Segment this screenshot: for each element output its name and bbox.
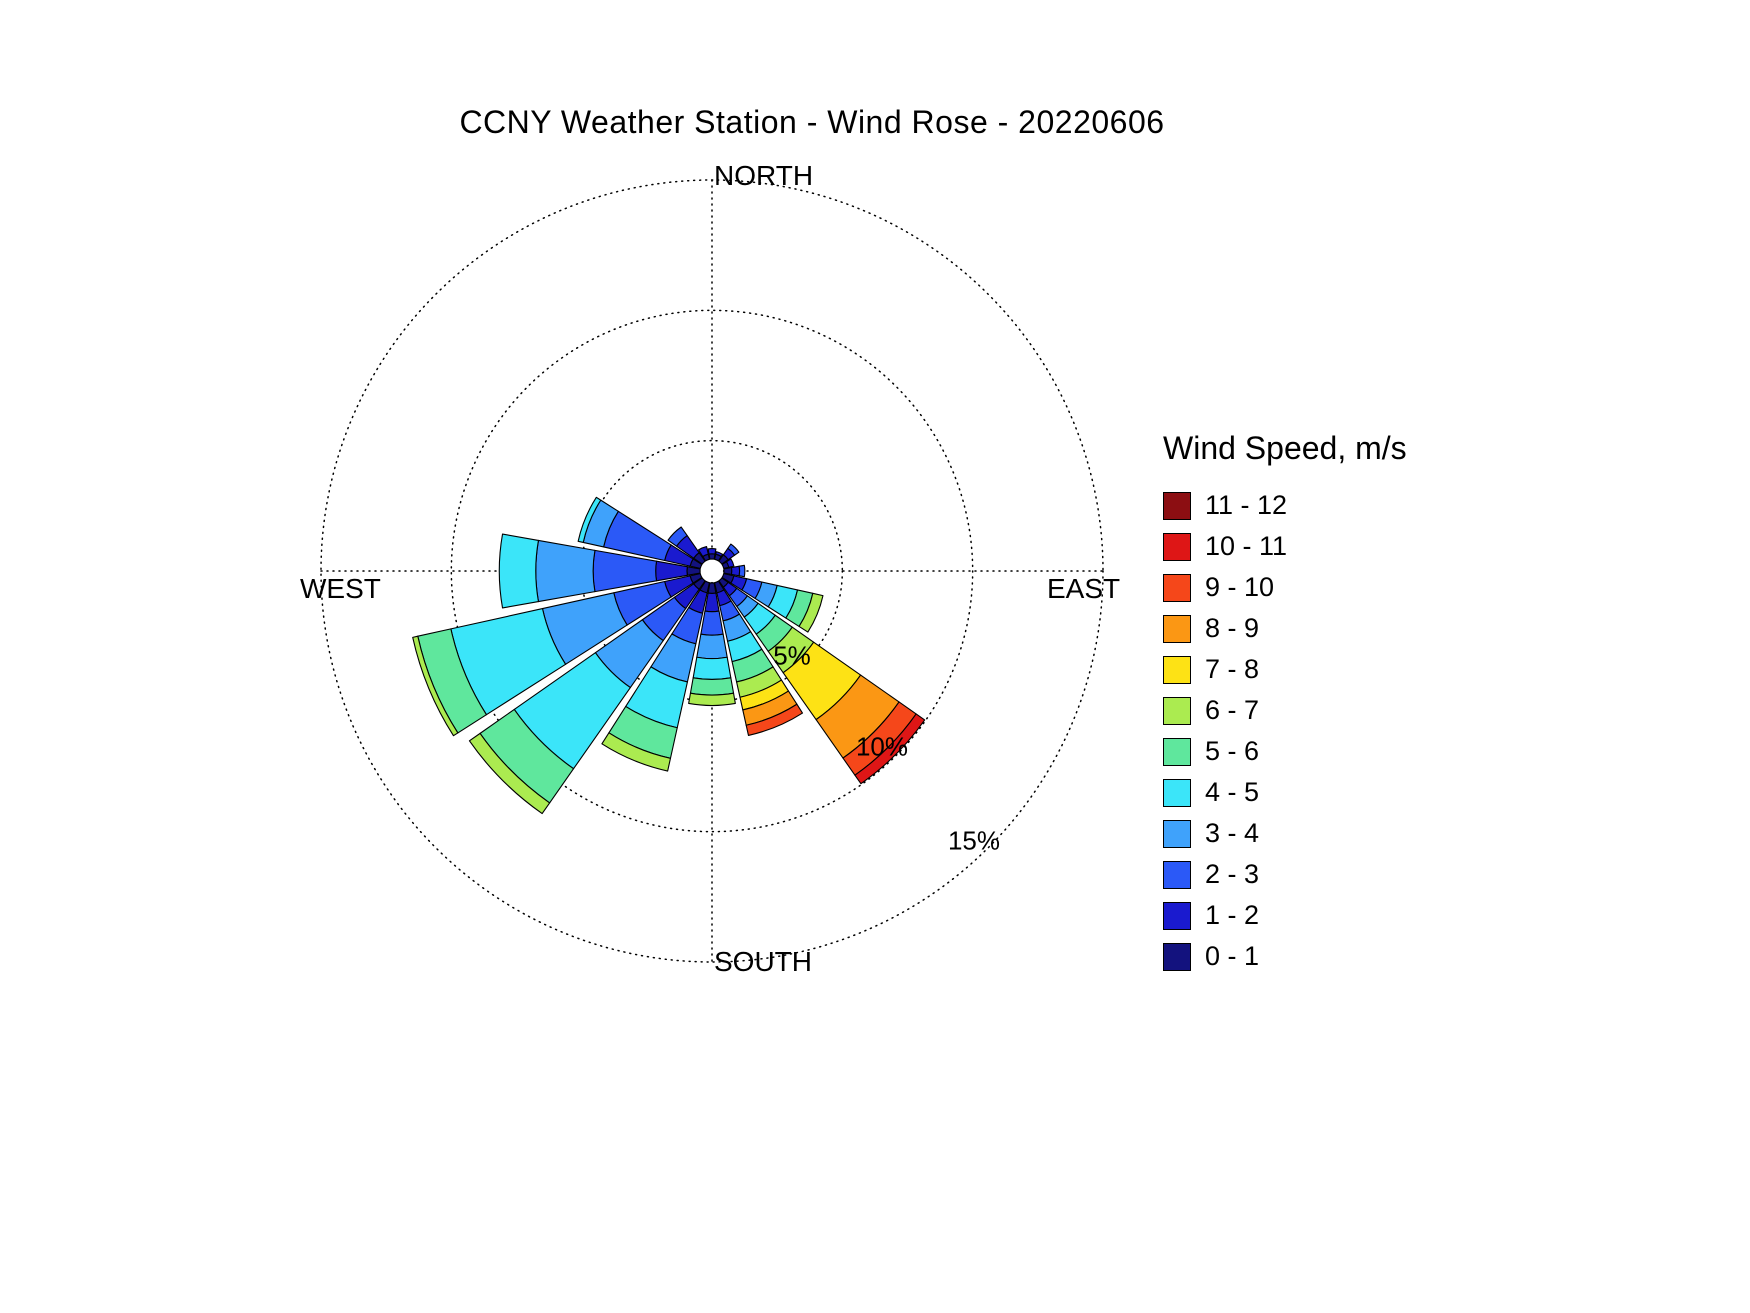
legend-label: 4 - 5 bbox=[1205, 777, 1260, 807]
legend-swatch bbox=[1163, 819, 1191, 848]
legend-row: 9 - 10 bbox=[1163, 567, 1523, 608]
petal-segment-SSW-6-7 bbox=[601, 732, 672, 772]
chart-title: CCNY Weather Station - Wind Rose - 20220… bbox=[459, 104, 1165, 140]
cardinal-east-label: EAST bbox=[1047, 573, 1121, 604]
ring-label-15pct: 15% bbox=[947, 825, 1001, 856]
petal-segment-NW-2-3 bbox=[667, 526, 688, 547]
legend-swatch bbox=[1163, 778, 1191, 807]
petal-segment-W-3-4 bbox=[535, 539, 596, 603]
legend-label: 0 - 1 bbox=[1205, 941, 1260, 971]
ring-label-10pct: 10% bbox=[855, 731, 909, 762]
legend-row: 10 - 11 bbox=[1163, 526, 1523, 567]
ring-label-5pct: 5% bbox=[773, 640, 811, 671]
legend-swatch bbox=[1163, 942, 1191, 971]
petal-segment-SE-10-11 bbox=[854, 713, 926, 785]
legend-row: 8 - 9 bbox=[1163, 608, 1523, 649]
petal-segment-S-6-7 bbox=[688, 692, 736, 706]
cardinal-north-label: NORTH bbox=[714, 160, 814, 191]
legend-swatch bbox=[1163, 860, 1191, 889]
legend-swatch bbox=[1163, 614, 1191, 643]
petal-segment-S-3-4 bbox=[696, 633, 728, 660]
legend-swatch bbox=[1163, 532, 1191, 561]
legend-swatch bbox=[1163, 696, 1191, 725]
petal-segment-S-4-5 bbox=[692, 656, 732, 680]
legend-title: Wind Speed, m/s bbox=[1163, 430, 1407, 466]
petal-segment-ESE-6-7 bbox=[798, 592, 824, 633]
legend-swatch bbox=[1163, 737, 1191, 766]
legend-label: 2 - 3 bbox=[1205, 859, 1260, 889]
legend-label: 11 - 12 bbox=[1205, 490, 1288, 520]
legend-row: 4 - 5 bbox=[1163, 772, 1523, 813]
petal-segment-WNW-4-5 bbox=[577, 496, 602, 543]
petal-segment-S-2-3 bbox=[700, 610, 724, 636]
legend-label: 3 - 4 bbox=[1205, 818, 1260, 848]
legend-row: 0 - 1 bbox=[1163, 936, 1523, 977]
petal-segment-S-1-2 bbox=[704, 592, 720, 613]
petal-segment-S-5-6 bbox=[689, 677, 735, 696]
legend-label: 10 - 11 bbox=[1205, 531, 1288, 561]
petal-segment-E-2-3 bbox=[738, 564, 746, 578]
petal-segment-WSW-6-7 bbox=[412, 635, 459, 737]
petal-segment-NE-2-3 bbox=[727, 543, 740, 556]
legend-swatch bbox=[1163, 491, 1191, 520]
grid-ring-10pct bbox=[450, 309, 974, 833]
legend-row: 11 - 12 bbox=[1163, 485, 1523, 526]
legend-label: 6 - 7 bbox=[1205, 695, 1260, 725]
legend-label: 8 - 9 bbox=[1205, 613, 1260, 643]
legend-row: 6 - 7 bbox=[1163, 690, 1523, 731]
legend-label: 9 - 10 bbox=[1205, 572, 1275, 602]
petal-segment-SW-6-7 bbox=[468, 732, 551, 815]
petal-segment-W-4-5 bbox=[498, 533, 540, 609]
petal-segment-SSE-9-10 bbox=[745, 703, 804, 736]
petal-segment-E-1-2 bbox=[730, 565, 741, 577]
legend: Wind Speed, m/s 11 - 12 10 - 11 9 - 10 8… bbox=[1163, 430, 1523, 977]
petal-segment-N-0-1 bbox=[708, 553, 716, 560]
legend-row: 5 - 6 bbox=[1163, 731, 1523, 772]
legend-row: 7 - 8 bbox=[1163, 649, 1523, 690]
legend-row: 1 - 2 bbox=[1163, 895, 1523, 936]
legend-swatch bbox=[1163, 573, 1191, 602]
center-hole bbox=[701, 560, 723, 582]
legend-label: 5 - 6 bbox=[1205, 736, 1260, 766]
legend-row: 3 - 4 bbox=[1163, 813, 1523, 854]
legend-label: 1 - 2 bbox=[1205, 900, 1260, 930]
legend-row: 2 - 3 bbox=[1163, 854, 1523, 895]
legend-swatch bbox=[1163, 655, 1191, 684]
cardinal-west-label: WEST bbox=[300, 573, 381, 604]
petal-segment-NNE-1-2 bbox=[715, 551, 724, 558]
petal-segment-N-1-2 bbox=[707, 548, 717, 555]
legend-swatch bbox=[1163, 901, 1191, 930]
petal-segment-NNW-1-2 bbox=[698, 546, 709, 558]
legend-label: 7 - 8 bbox=[1205, 654, 1260, 684]
petal-segment-ENE-1-2 bbox=[725, 558, 735, 568]
legend-items: 11 - 12 10 - 11 9 - 10 8 - 9 7 - 8 6 - 7… bbox=[1163, 485, 1523, 977]
